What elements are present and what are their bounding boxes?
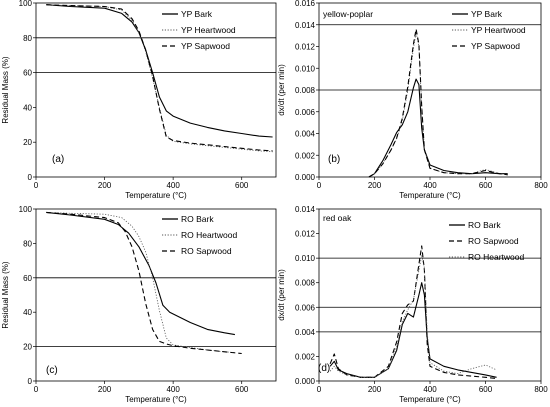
x-tick-label: 200 (368, 181, 382, 190)
panel-b: 0 200 400 600 800 0.000 0.002 0.004 0.006 0.008 0.… (277, 0, 548, 200)
x-tick-label: 400 (423, 181, 437, 190)
y-tick-label: 0.014 (295, 205, 316, 214)
series-line-yp-bark (46, 4, 273, 138)
x-tick-label: 600 (479, 181, 493, 190)
panel-label: (d) (318, 363, 330, 374)
series-line-ro-bark (46, 211, 235, 336)
y-tick-label: 60 (23, 69, 32, 78)
y-tick-label: 0.012 (295, 43, 316, 52)
y-tick-label: 0.000 (295, 173, 316, 182)
y-tick-label: 0.006 (295, 108, 316, 117)
x-axis-label: Temperature (°C) (399, 395, 461, 404)
legend-label: YP Heartwood (471, 25, 526, 35)
x-tick-label: 800 (534, 385, 548, 394)
y-tick-label: 0.008 (295, 279, 316, 288)
legend-label: RO Sapwood (181, 246, 232, 256)
legend-label: RO Sapwood (468, 236, 519, 246)
y-tick-label: 40 (23, 308, 32, 317)
y-tick-label: 60 (23, 274, 32, 283)
legend-label: RO Heartwood (468, 252, 524, 262)
inset-label: yellow-poplar (323, 9, 373, 19)
y-tick-label: 0.002 (295, 151, 316, 160)
series-line-yp-sapwood (46, 4, 273, 152)
y-tick-label: 0.004 (295, 328, 316, 337)
x-tick-label: 600 (235, 385, 249, 394)
series-line-yp-bark (368, 78, 508, 178)
y-tick-label: 100 (19, 0, 33, 8)
y-tick-label: 0.004 (295, 130, 316, 139)
panel-label: (a) (52, 154, 64, 165)
panel-d: 0 200 400 600 800 0.000 0.002 0.004 0.006 0.008 0.… (277, 205, 548, 404)
legend-label: YP Bark (471, 9, 503, 19)
x-tick-label: 400 (166, 181, 180, 190)
legend-label: RO Heartwood (181, 230, 237, 240)
x-tick-label: 400 (166, 385, 180, 394)
plot-frame (35, 208, 277, 382)
x-tick-label: 600 (479, 385, 493, 394)
y-tick-label: 0 (28, 173, 33, 182)
inset-label: red oak (323, 213, 352, 223)
x-axis-label: Temperature (°C) (399, 191, 461, 200)
y-tick-label: 80 (23, 34, 32, 43)
series-line-yp-sapwood (368, 28, 508, 178)
x-tick-label: 400 (423, 385, 437, 394)
y-tick-label: 0 (28, 377, 33, 386)
y-tick-label: 0.000 (295, 377, 316, 386)
series-line-yp-heartwood (46, 4, 273, 153)
legend-label: YP Heartwood (181, 25, 236, 35)
y-tick-label: 0.010 (295, 64, 316, 73)
y-tick-label: 0.016 (295, 0, 316, 8)
panel-c: 0 200 400 600 0 20 40 60 80 100 Temperature (°C) Re… (1, 205, 277, 404)
y-axis-label: dx/dt (per min) (277, 269, 286, 321)
y-tick-label: 0.006 (295, 303, 316, 312)
x-tick-label: 200 (368, 385, 382, 394)
legend-label: YP Sapwood (181, 41, 230, 51)
x-axis-label: Temperature (°C) (125, 191, 187, 200)
x-tick-label: 600 (235, 181, 249, 190)
series-line-ro-sapwood (329, 245, 497, 380)
y-axis-label: Residual Mass (%) (1, 56, 10, 123)
y-tick-label: 100 (19, 205, 33, 214)
legend-label: RO Bark (181, 214, 214, 224)
panel-label: (b) (328, 154, 340, 165)
x-tick-label: 0 (34, 181, 39, 190)
series-line-yp-heartwood (368, 32, 508, 178)
y-tick-label: 20 (23, 138, 32, 147)
y-tick-label: 0.012 (295, 230, 316, 239)
x-tick-label: 200 (98, 385, 112, 394)
panel-a: 0 200 400 600 0 20 40 60 80 100 Temperature (°C) Re… (1, 0, 277, 200)
x-tick-label: 800 (534, 181, 548, 190)
panel-label: (c) (46, 365, 58, 376)
y-tick-label: 0.002 (295, 352, 316, 361)
y-tick-label: 20 (23, 343, 32, 352)
y-axis-label: Residual Mass (%) (1, 261, 10, 328)
x-tick-label: 0 (317, 181, 322, 190)
y-tick-label: 0.010 (295, 254, 316, 263)
y-tick-label: 0.014 (295, 21, 316, 30)
legend-label: YP Sapwood (471, 41, 520, 51)
x-tick-label: 0 (34, 385, 39, 394)
series-line-ro-sapwood (46, 211, 242, 355)
y-tick-label: 40 (23, 103, 32, 112)
x-tick-label: 200 (98, 181, 112, 190)
x-tick-label: 0 (317, 385, 322, 394)
plot-frame (35, 2, 277, 178)
y-tick-label: 80 (23, 239, 32, 248)
series-line-ro-bark (329, 282, 497, 378)
y-tick-label: 0.008 (295, 86, 316, 95)
x-axis-label: Temperature (°C) (125, 395, 187, 404)
y-axis-label: dx/dt (per min) (277, 64, 286, 116)
legend-label: RO Bark (468, 220, 501, 230)
legend-label: YP Bark (181, 9, 213, 19)
